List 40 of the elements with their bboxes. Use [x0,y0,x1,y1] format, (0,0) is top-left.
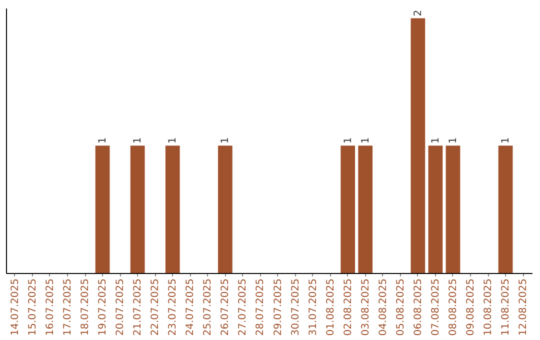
x-tick-label: 31.07.2025 [308,278,319,336]
x-tick-label: 30.07.2025 [290,278,302,336]
data-label: 1 [342,137,354,144]
data-label: 2 [412,10,424,16]
x-tick-label: 04.08.2025 [378,278,389,336]
x-tick-label: 29.07.2025 [272,278,284,336]
x-tick-label: 27.07.2025 [238,278,249,336]
x-tick-label: 10.08.2025 [483,278,494,336]
x-tick-label: 26.07.2025 [220,278,232,336]
x-tick-label: 02.08.2025 [342,278,354,336]
x-tick-label: 18.07.2025 [80,278,92,336]
data-label: 1 [448,137,459,144]
data-label: 1 [220,137,232,144]
data-label: 1 [98,137,109,144]
x-tick-label: 19.07.2025 [98,278,109,336]
x-tick-label: 25.07.2025 [202,278,214,336]
x-tick-label: 24.07.2025 [185,278,196,336]
x-tick-label: 03.08.2025 [360,278,372,336]
x-tick-label: 12.08.2025 [518,278,530,336]
data-label: 1 [430,137,442,144]
x-tick-label: 17.07.2025 [62,278,74,336]
x-tick-label: 09.08.2025 [466,278,476,336]
x-tick-label: 20.07.2025 [115,278,126,336]
x-tick-label: 21.07.2025 [132,278,144,336]
data-label: 1 [132,137,144,144]
x-tick-label: 05.08.2025 [395,278,406,336]
x-tick-label: 01.08.2025 [325,278,336,336]
data-label: 1 [500,137,512,144]
x-tick-label: 06.08.2025 [412,278,424,336]
x-tick-label: 14.07.2025 [10,278,21,336]
data-label: 1 [168,137,179,144]
x-tick-label: 22.07.2025 [150,278,162,336]
x-tick-label: 08.08.2025 [448,278,459,336]
x-tick-label: 11.08.2025 [500,278,512,336]
x-tick-label: 15.07.2025 [27,278,38,336]
x-tick-label: 28.07.2025 [255,278,266,336]
x-tick-label: 16.07.2025 [44,278,56,336]
x-tick-label: 07.08.2025 [430,278,442,336]
data-label: 1 [360,137,372,144]
x-tick-label: 23.07.2025 [168,278,179,336]
